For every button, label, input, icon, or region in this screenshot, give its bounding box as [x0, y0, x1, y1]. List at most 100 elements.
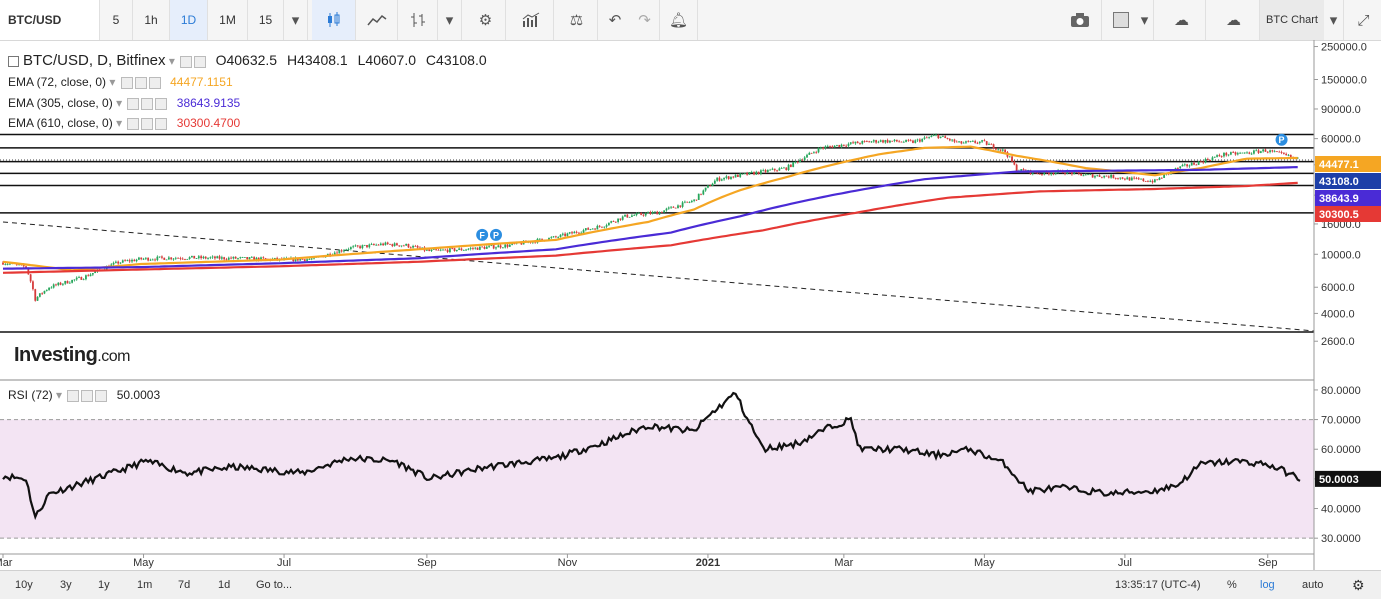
area-button[interactable]	[356, 0, 398, 40]
gear-icon[interactable]	[81, 389, 94, 402]
interval-1d[interactable]: 1D	[170, 0, 208, 40]
candle-body	[723, 177, 725, 180]
dropdown-icon: ▾	[1329, 12, 1338, 29]
log-toggle[interactable]: log	[1260, 579, 1275, 591]
dropdown-icon: ▾	[1140, 12, 1149, 29]
interval-15[interactable]: 15	[248, 0, 284, 40]
candle-body	[234, 256, 237, 259]
gear-icon[interactable]	[134, 76, 147, 89]
eye-icon[interactable]	[127, 117, 140, 130]
candle-body	[361, 245, 364, 249]
indicators-button[interactable]	[508, 0, 554, 40]
ema610-value: 30300.4700	[176, 116, 241, 130]
goto-button[interactable]: Go to...	[256, 579, 293, 591]
symbol-input[interactable]: BTC/USD	[0, 0, 100, 40]
range-1m[interactable]: 1m	[137, 579, 153, 591]
candle-body	[955, 141, 958, 143]
bars-button[interactable]	[398, 0, 438, 40]
snapshot-button[interactable]	[1058, 0, 1102, 40]
redo-button[interactable]: ↷	[630, 0, 660, 40]
candle-body	[1117, 178, 1119, 180]
candle-body	[566, 233, 569, 236]
low-value: 40607.0	[365, 52, 417, 68]
chevron-down-icon[interactable]: ▾	[56, 388, 63, 402]
close-icon[interactable]	[155, 97, 168, 110]
range-1y[interactable]: 1y	[98, 579, 110, 591]
candle-body	[755, 171, 758, 175]
candle-body	[310, 258, 313, 260]
candle-body	[1091, 174, 1094, 178]
close-icon[interactable]	[95, 389, 108, 402]
candle-body	[1004, 149, 1007, 153]
event-marker	[489, 228, 502, 241]
eye-icon[interactable]	[180, 55, 193, 68]
event-marker-label: F	[479, 230, 485, 240]
layout-button[interactable]	[1106, 0, 1136, 40]
interval-5[interactable]: 5	[100, 0, 133, 40]
collapse-icon[interactable]	[8, 56, 19, 68]
candle-body	[709, 185, 712, 187]
candle-body	[568, 232, 571, 234]
save-chart-button[interactable]: ☁︎	[1208, 0, 1260, 40]
rsi-tick-label: 70.0000	[1321, 415, 1361, 427]
percent-toggle[interactable]: %	[1227, 579, 1237, 591]
candle-body	[340, 250, 343, 252]
candle-body	[1276, 151, 1278, 153]
undo-button[interactable]: ↶	[600, 0, 630, 40]
candles-button[interactable]	[312, 0, 356, 40]
candle-body	[612, 221, 615, 222]
eye-icon[interactable]	[127, 97, 140, 110]
interval-1m[interactable]: 1M	[208, 0, 248, 40]
chevron-down-icon[interactable]: ▾	[116, 116, 123, 130]
chevron-down-icon[interactable]: ▾	[168, 54, 175, 68]
chevron-down-icon[interactable]: ▾	[109, 75, 116, 89]
gear-icon[interactable]	[141, 117, 154, 130]
candle-body	[121, 260, 124, 263]
eye-icon[interactable]	[67, 389, 80, 402]
settings-icon[interactable]: ⚙	[1352, 577, 1365, 593]
candle-body	[969, 141, 972, 142]
gear-icon[interactable]	[141, 97, 154, 110]
alert-button[interactable]: 🔔︎	[660, 0, 698, 40]
candle-body	[660, 212, 663, 213]
candle-body	[73, 279, 76, 281]
close-icon[interactable]	[155, 117, 168, 130]
price-label-box	[1315, 190, 1381, 206]
candle-body	[366, 244, 368, 248]
candle-body	[32, 281, 34, 290]
chart-name-button[interactable]: BTC Chart	[1260, 0, 1324, 40]
range-3y[interactable]: 3y	[60, 579, 72, 591]
candle-body	[85, 275, 87, 280]
candle-body	[1011, 156, 1013, 162]
camera-icon	[1070, 13, 1089, 27]
candle-body	[905, 139, 907, 142]
chevron-down-icon[interactable]: ▾	[116, 96, 123, 110]
chart-name-dropdown[interactable]: ▾	[1324, 0, 1344, 40]
range-7d[interactable]: 7d	[178, 579, 191, 591]
load-chart-button[interactable]: ☁︎	[1158, 0, 1206, 40]
candle-body	[640, 212, 643, 215]
interval-dropdown[interactable]: ▾	[284, 0, 308, 40]
interval-1h[interactable]: 1h	[133, 0, 170, 40]
layout-dropdown[interactable]: ▾	[1136, 0, 1154, 40]
chart-type-dropdown[interactable]: ▾	[438, 0, 462, 40]
candle-body	[948, 138, 951, 141]
candle-body	[114, 261, 117, 263]
eye-icon[interactable]	[120, 76, 133, 89]
compare-button[interactable]: ⚖	[556, 0, 598, 40]
chart-canvas[interactable]: FPP 250000.0150000.090000.060000.040000.…	[0, 40, 1381, 570]
candle-body	[983, 140, 986, 142]
gear-icon[interactable]	[194, 55, 207, 68]
auto-toggle[interactable]: auto	[1302, 579, 1324, 591]
candle-body	[227, 257, 230, 260]
logo-brand: Investing	[14, 344, 98, 366]
candle-body	[154, 259, 156, 261]
candle-body	[1223, 152, 1225, 157]
close-icon[interactable]	[148, 76, 161, 89]
settings-button[interactable]: ⚙	[466, 0, 506, 40]
fullscreen-button[interactable]: ⤢	[1346, 0, 1381, 40]
range-1d[interactable]: 1d	[218, 579, 231, 591]
range-10y[interactable]: 10y	[15, 579, 33, 591]
candle-body	[299, 259, 302, 261]
candle-body	[591, 228, 594, 230]
